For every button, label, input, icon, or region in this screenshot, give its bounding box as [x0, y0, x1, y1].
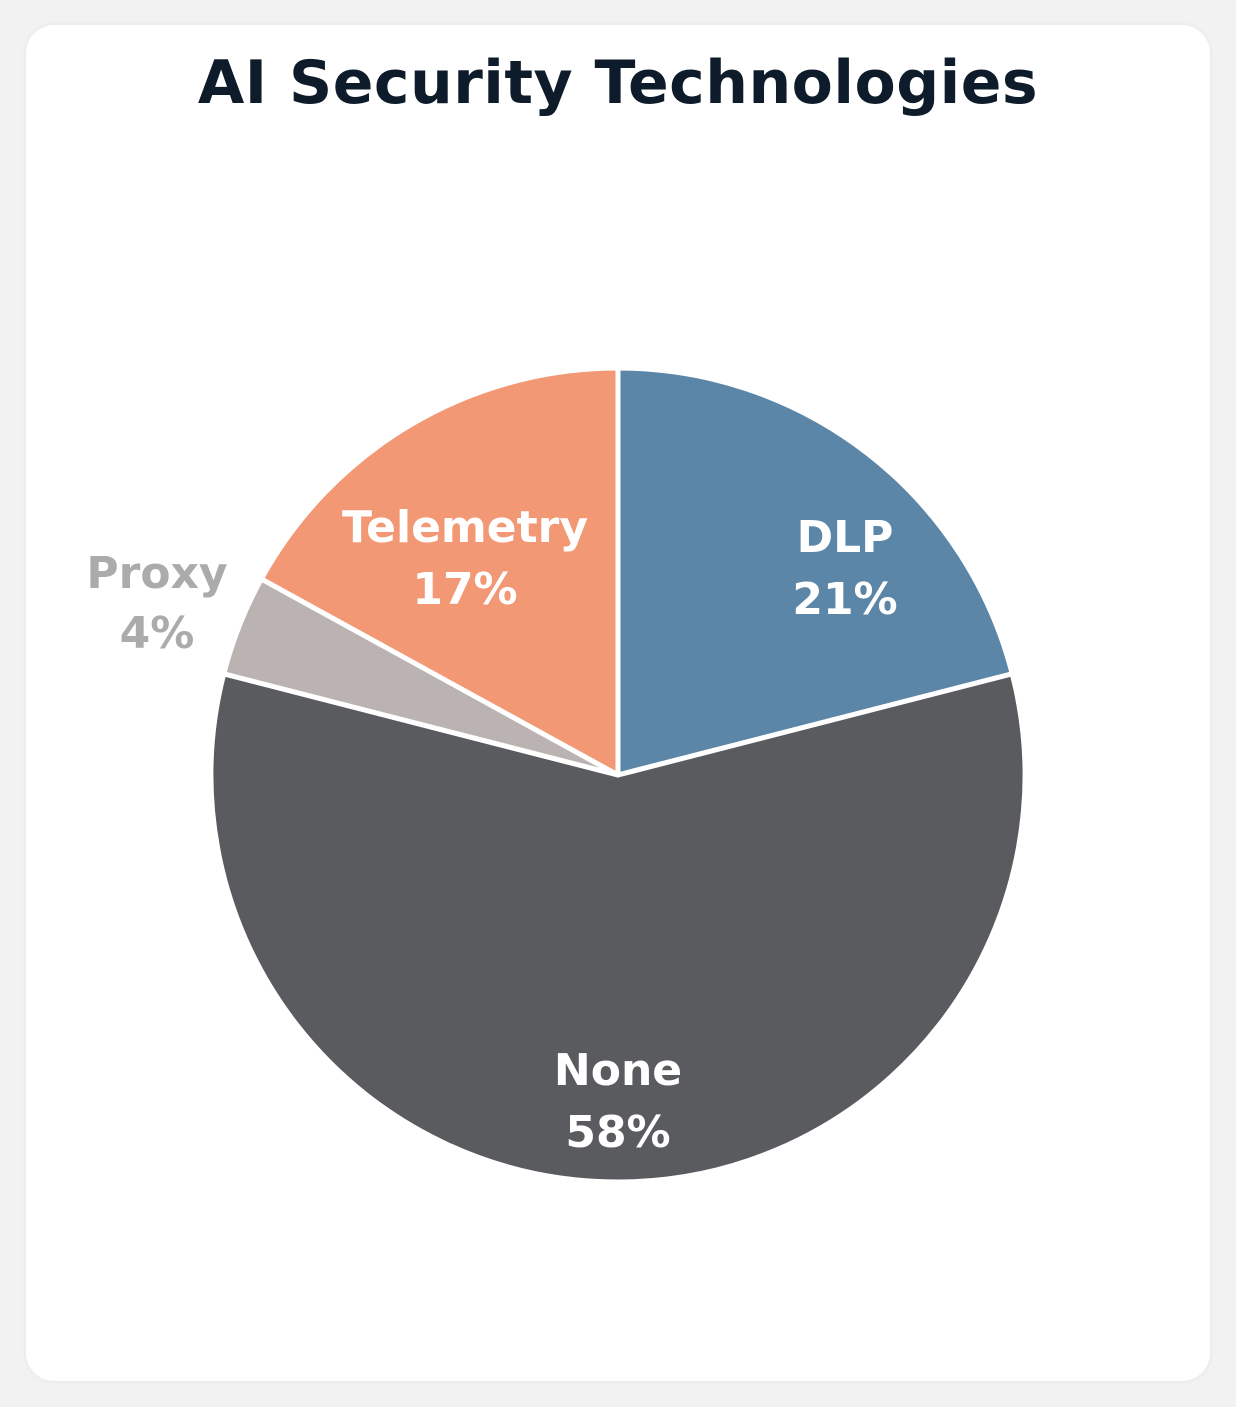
slice-label-telemetry: Telemetry	[342, 502, 588, 553]
pie-slice-telemetry	[258, 365, 621, 778]
slice-value-proxy: 4%	[120, 608, 195, 659]
chart-title: AI Security Technologies	[197, 48, 1039, 118]
slice-value-telemetry: 17%	[412, 564, 517, 615]
slice-value-dlp: 21%	[792, 574, 897, 625]
slice-value-none: 58%	[565, 1107, 670, 1158]
pie-slice-dlp	[615, 365, 1015, 778]
slice-label-proxy: Proxy	[86, 548, 227, 599]
slice-label-dlp: DLP	[797, 512, 894, 563]
pie-slice-none	[208, 671, 1028, 1185]
slice-label-none: None	[554, 1045, 682, 1096]
